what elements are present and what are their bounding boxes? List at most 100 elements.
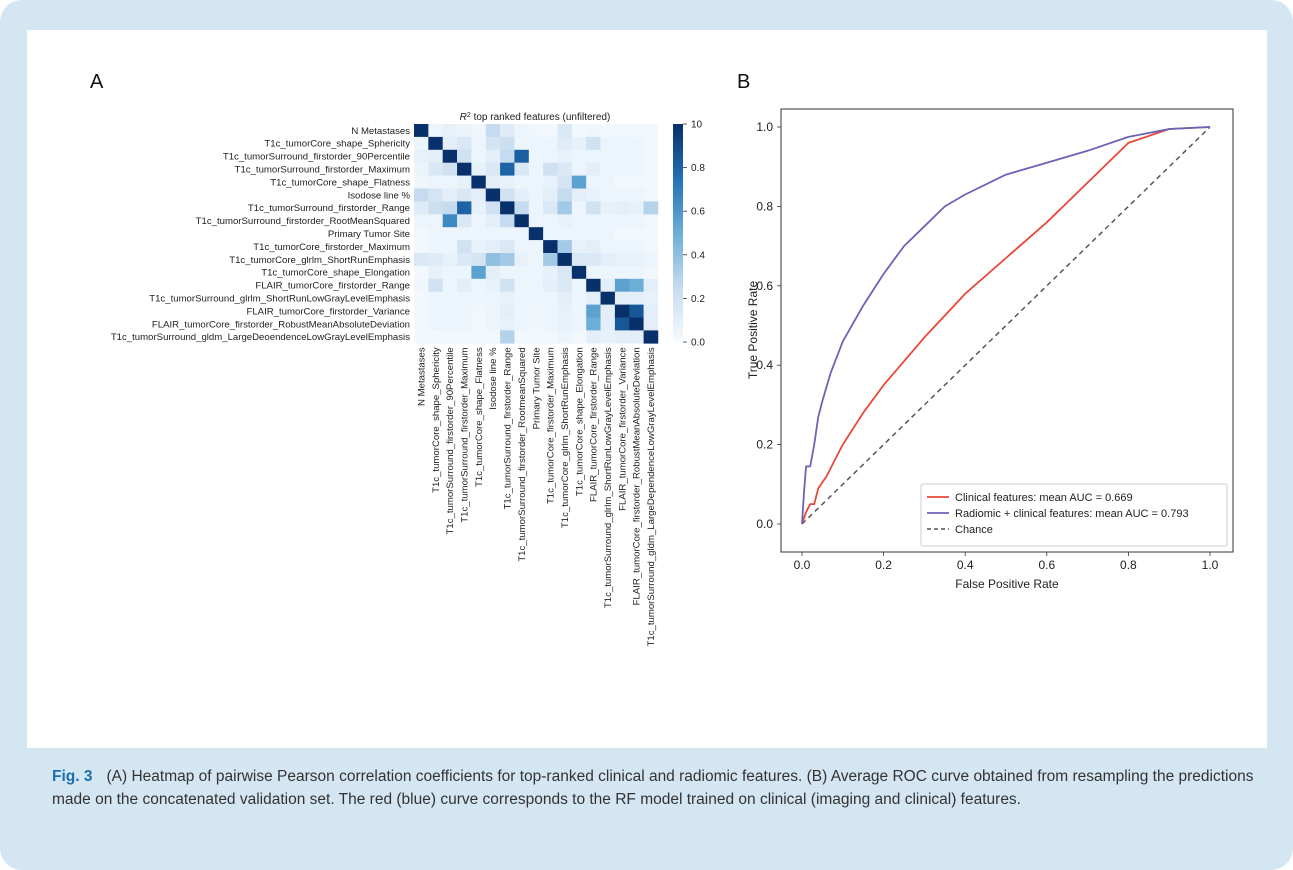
heatmap-cell bbox=[614, 162, 630, 176]
heatmap-cell bbox=[471, 175, 487, 189]
heatmap-cell bbox=[600, 304, 616, 318]
heatmap-cell bbox=[557, 317, 573, 331]
heatmap-col-label: N Metastases bbox=[416, 347, 427, 406]
heatmap-cell bbox=[442, 227, 458, 241]
heatmap-cell bbox=[643, 201, 659, 215]
heatmap-cell bbox=[485, 124, 501, 138]
heatmap-cell bbox=[543, 214, 558, 228]
heatmap-cell bbox=[457, 227, 472, 241]
heatmap-cell bbox=[500, 253, 515, 267]
heatmap-cell bbox=[414, 240, 429, 254]
heatmap-cell bbox=[457, 175, 472, 189]
heatmap-cell bbox=[629, 188, 644, 202]
heatmap-row-labels: N Metastases T1c_tumorCore_shape_Spherici… bbox=[111, 126, 411, 343]
heatmap-cell bbox=[629, 149, 644, 163]
heatmap-cell bbox=[428, 304, 443, 318]
heatmap-row-label: T1c_tumorSurround_firstorder_90Percentil… bbox=[223, 152, 410, 163]
heatmap-cell bbox=[614, 278, 630, 292]
heatmap-cell bbox=[557, 227, 573, 241]
heatmap-cell bbox=[528, 188, 544, 202]
heatmap-row-label: N Metastases bbox=[351, 126, 410, 137]
heatmap-cell bbox=[457, 330, 472, 344]
heatmap-cell bbox=[629, 201, 644, 215]
roc-lines bbox=[801, 126, 1211, 525]
heatmap-cell bbox=[643, 317, 659, 331]
heatmap-cell bbox=[557, 201, 573, 215]
heatmap-cell bbox=[614, 265, 630, 280]
heatmap-cell bbox=[442, 291, 458, 305]
roc-ytick-label: 0.4 bbox=[756, 358, 773, 372]
heatmap-cell bbox=[600, 291, 616, 305]
heatmap-cell bbox=[614, 330, 630, 344]
heatmap-cell bbox=[600, 201, 616, 215]
heatmap-cell bbox=[500, 136, 515, 151]
heatmap-cell bbox=[500, 201, 515, 215]
heatmap-cell bbox=[414, 162, 429, 176]
roc-plot-area bbox=[780, 108, 1234, 553]
heatmap-cell bbox=[571, 214, 587, 228]
heatmap-cell bbox=[514, 291, 530, 305]
heatmap-cell bbox=[629, 330, 644, 344]
heatmap-cell bbox=[457, 188, 472, 202]
heatmap-cell bbox=[428, 149, 443, 163]
heatmap-cell bbox=[571, 278, 587, 292]
colorbar-tick-label: 0.2 bbox=[691, 294, 705, 305]
roc-xlabel: False Positive Rate bbox=[955, 577, 1059, 591]
heatmap-cell bbox=[442, 317, 458, 331]
heatmap-cell bbox=[586, 291, 601, 305]
heatmap-cell bbox=[586, 330, 601, 344]
heatmap-cell bbox=[571, 201, 587, 215]
heatmap-cell bbox=[485, 317, 501, 331]
heatmap-row-label: T1c_tumorCore_glrlm_ShortRunEmphasis bbox=[229, 255, 410, 266]
heatmap-cell bbox=[543, 227, 558, 241]
heatmap-cell bbox=[571, 162, 587, 176]
heatmap-cell bbox=[442, 175, 458, 189]
caption-text: (A) Heatmap of pairwise Pearson correlat… bbox=[52, 768, 1254, 808]
heatmap-cell bbox=[571, 124, 587, 138]
heatmap-cell bbox=[614, 253, 630, 267]
heatmap-cell bbox=[586, 227, 601, 241]
heatmap-col-labels: N Metastases T1c_tumorCore_shape_Spherici… bbox=[416, 347, 657, 647]
heatmap-cell bbox=[586, 317, 601, 331]
heatmap-cell bbox=[514, 227, 530, 241]
panel-a-label: A bbox=[90, 71, 104, 93]
heatmap-cell bbox=[643, 253, 659, 267]
heatmap-cell bbox=[629, 240, 644, 254]
heatmap-cell bbox=[457, 304, 472, 318]
heatmap-cell bbox=[643, 162, 659, 176]
heatmap-cell bbox=[457, 162, 472, 176]
heatmap-col-label: T1c_tumorCore_glrlm_ShortRunEmphasis bbox=[560, 347, 571, 528]
heatmap-cell bbox=[457, 240, 472, 254]
heatmap-cell bbox=[457, 136, 472, 151]
heatmap-cell bbox=[442, 201, 458, 215]
roc-xtick-label: 0.4 bbox=[957, 558, 974, 572]
heatmap-cell bbox=[557, 304, 573, 318]
heatmap-cell bbox=[586, 175, 601, 189]
colorbar-tick-label: 0.4 bbox=[691, 250, 705, 261]
heatmap-row-label: FLAIR_tumorCore_firstorder_RobustMeanAbs… bbox=[152, 319, 410, 330]
heatmap-cell bbox=[428, 265, 443, 280]
heatmap-cell bbox=[557, 124, 573, 138]
heatmap-cell bbox=[457, 291, 472, 305]
heatmap-cell bbox=[614, 124, 630, 138]
heatmap-cell bbox=[514, 278, 530, 292]
heatmap-cell bbox=[557, 330, 573, 344]
heatmap-cell bbox=[428, 201, 443, 215]
heatmap-cell bbox=[629, 317, 644, 331]
heatmap-cell bbox=[414, 253, 429, 267]
heatmap-cell bbox=[442, 278, 458, 292]
heatmap-cell bbox=[571, 227, 587, 241]
heatmap-cell bbox=[643, 265, 659, 280]
heatmap-cell bbox=[543, 124, 558, 138]
heatmap-cell bbox=[528, 291, 544, 305]
heatmap-cell bbox=[600, 227, 616, 241]
heatmap-cell bbox=[442, 136, 458, 151]
heatmap-cell bbox=[600, 278, 616, 292]
heatmap-cell bbox=[643, 278, 659, 292]
heatmap-cell bbox=[414, 227, 429, 241]
heatmap-cell bbox=[614, 201, 630, 215]
heatmap-cell bbox=[528, 214, 544, 228]
legend-box bbox=[920, 483, 1228, 547]
heatmap-cell bbox=[500, 214, 515, 228]
heatmap-cell bbox=[528, 162, 544, 176]
